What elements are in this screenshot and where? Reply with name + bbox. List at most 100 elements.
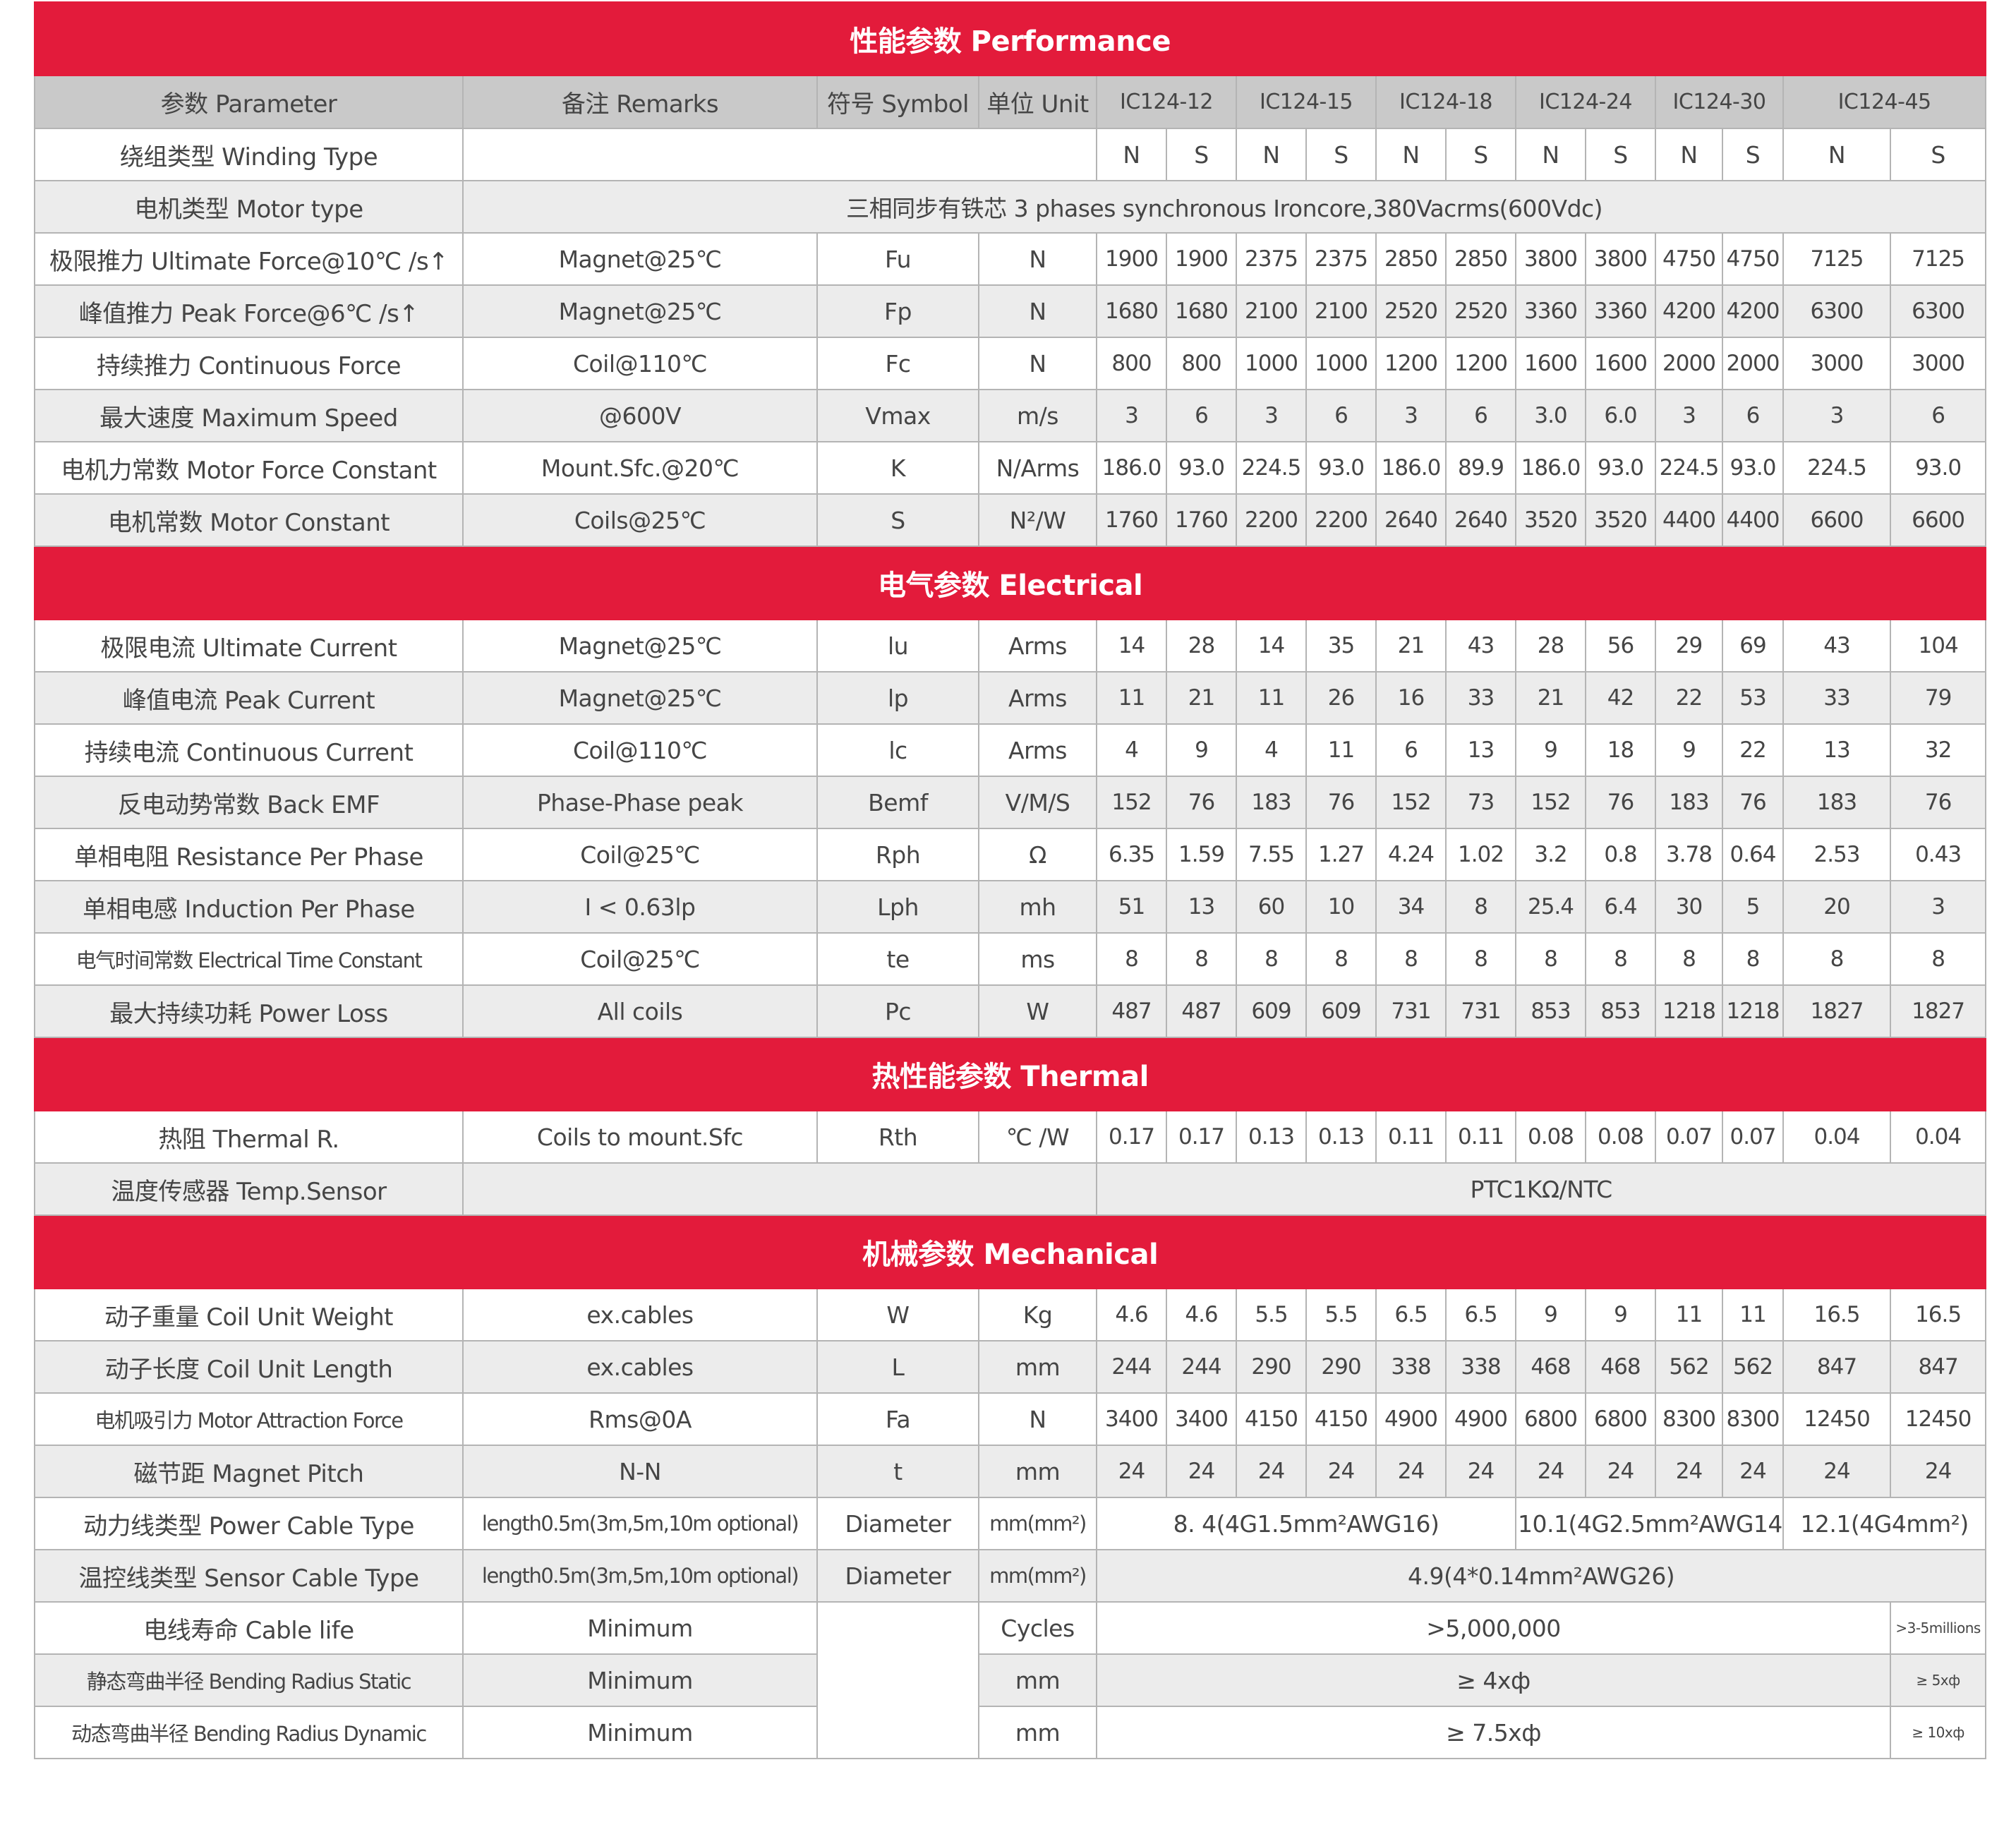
value-cell: 10 bbox=[1305, 880, 1377, 934]
value-cell: 4900 bbox=[1445, 1392, 1516, 1446]
table-row: 单相电阻 Resistance Per Phase Coil@25℃ Rph Ω 6.3… bbox=[34, 828, 1987, 881]
value-cell: 8 bbox=[1782, 932, 1891, 986]
value-cell: 9 bbox=[1515, 723, 1586, 777]
value-cell: 8 bbox=[1096, 932, 1167, 986]
value-cell: 2640 bbox=[1445, 493, 1516, 547]
value-cell: mm bbox=[978, 1706, 1097, 1759]
value-cell: Minimum bbox=[462, 1653, 818, 1707]
symbol-cell: lp bbox=[816, 671, 979, 725]
value-cell: 8 bbox=[1445, 932, 1516, 986]
value-cell: 8 bbox=[1236, 932, 1307, 986]
remarks-cell: ex.cables bbox=[462, 1288, 818, 1341]
value-cell: 24 bbox=[1655, 1445, 1723, 1498]
value-cell: N bbox=[1236, 128, 1307, 181]
value-cell: mm bbox=[978, 1653, 1097, 1707]
value-cell: 2000 bbox=[1722, 337, 1784, 390]
value-cell: S bbox=[1585, 128, 1656, 181]
value-cell: 3.2 bbox=[1515, 828, 1586, 881]
symbol-cell: Lph bbox=[816, 880, 979, 934]
parameter-cell: 单相电感 Induction Per Phase bbox=[34, 880, 464, 934]
parameter-cell: 电机力常数 Motor Force Constant bbox=[34, 441, 464, 495]
parameter-cell: 持续电流 Continuous Current bbox=[34, 723, 464, 777]
parameter-cell: 极限电流 Ultimate Current bbox=[34, 619, 464, 673]
unit-cell: Ω bbox=[978, 828, 1097, 881]
value-cell: 7.55 bbox=[1236, 828, 1307, 881]
parameter-cell: 最大持续功耗 Power Loss bbox=[34, 984, 464, 1038]
value-cell bbox=[462, 1162, 1097, 1216]
table-row: 反电动势常数 Back EMF Phase-Phase peak Bemf V/M/S… bbox=[34, 776, 1987, 829]
value-cell: 3 bbox=[1236, 389, 1307, 442]
value-cell: 16.5 bbox=[1889, 1288, 1987, 1341]
value-cell: 6 bbox=[1889, 389, 1987, 442]
section-header-row: 电气参数 Electrical bbox=[33, 545, 1987, 620]
value-cell: mm(mm²) bbox=[978, 1549, 1097, 1603]
value-cell: 8 bbox=[1445, 880, 1516, 934]
symbol-cell: Vmax bbox=[816, 389, 979, 442]
parameter-cell: 电机常数 Motor Constant bbox=[34, 493, 464, 547]
value-cell: 8. 4(4G1.5mm²AWG16) bbox=[1096, 1497, 1516, 1550]
value-cell: 8 bbox=[1655, 932, 1723, 986]
value-cell: 1600 bbox=[1585, 337, 1656, 390]
unit-cell: mh bbox=[978, 880, 1097, 934]
symbol-cell: t bbox=[816, 1445, 979, 1498]
value-cell: 0.11 bbox=[1375, 1110, 1447, 1164]
model-header: IC124-12 bbox=[1096, 75, 1237, 129]
value-cell: 4200 bbox=[1722, 284, 1784, 338]
section-header-row: 机械参数 Mechanical bbox=[33, 1214, 1987, 1289]
value-cell: 9 bbox=[1585, 1288, 1656, 1341]
remarks-cell: Magnet@25℃ bbox=[462, 619, 818, 673]
value-cell: 6.5 bbox=[1445, 1288, 1516, 1341]
parameter-cell: 静态弯曲半径 Bending Radius Static bbox=[34, 1653, 464, 1707]
value-cell: 7125 bbox=[1782, 232, 1891, 286]
value-cell: 93.0 bbox=[1166, 441, 1237, 495]
value-cell: ≥ 5xф bbox=[1889, 1653, 1987, 1707]
value-cell: 3400 bbox=[1166, 1392, 1237, 1446]
parameter-cell: 电机吸引力 Motor Attraction Force bbox=[34, 1392, 464, 1446]
value-cell: 2100 bbox=[1236, 284, 1307, 338]
remarks-cell: Magnet@25℃ bbox=[462, 232, 818, 286]
value-cell: 24 bbox=[1236, 1445, 1307, 1498]
value-cell: 224.5 bbox=[1782, 441, 1891, 495]
parameter-cell: 动子重量 Coil Unit Weight bbox=[34, 1288, 464, 1341]
value-cell: 33 bbox=[1782, 671, 1891, 725]
table-row: 电气时间常数 Electrical Time Constant Coil@25℃ t… bbox=[34, 932, 1987, 986]
table-row: 持续电流 Continuous Current Coil@110℃ lc Arms 4 9… bbox=[34, 723, 1987, 777]
value-cell: 24 bbox=[1889, 1445, 1987, 1498]
value-cell: ≥ 10xф bbox=[1889, 1706, 1987, 1759]
value-cell: 79 bbox=[1889, 671, 1987, 725]
value-cell: 1900 bbox=[1166, 232, 1237, 286]
value-cell: 51 bbox=[1096, 880, 1167, 934]
value-cell: 6300 bbox=[1889, 284, 1987, 338]
value-cell: 0.8 bbox=[1585, 828, 1656, 881]
value-cell: 28 bbox=[1515, 619, 1586, 673]
value-cell: 290 bbox=[1236, 1340, 1307, 1394]
value-cell: 3.0 bbox=[1515, 389, 1586, 442]
value-cell: 6800 bbox=[1515, 1392, 1586, 1446]
value-cell: 3 bbox=[1655, 389, 1723, 442]
symbol-cell: K bbox=[816, 441, 979, 495]
value-cell: 18 bbox=[1585, 723, 1656, 777]
value-cell: S bbox=[1722, 128, 1784, 181]
value-cell: 2640 bbox=[1375, 493, 1447, 547]
value-cell: 6 bbox=[1375, 723, 1447, 777]
value-cell: 487 bbox=[1166, 984, 1237, 1038]
parameter-cell: 峰值电流 Peak Current bbox=[34, 671, 464, 725]
value-cell: 3400 bbox=[1096, 1392, 1167, 1446]
value-cell: N bbox=[1096, 128, 1167, 181]
value-cell: 1.27 bbox=[1305, 828, 1377, 881]
value-cell: 562 bbox=[1722, 1340, 1784, 1394]
value-cell: 93.0 bbox=[1305, 441, 1377, 495]
value-cell: 6600 bbox=[1782, 493, 1891, 547]
value-cell: 0.08 bbox=[1515, 1110, 1586, 1164]
value-cell: 21 bbox=[1166, 671, 1237, 725]
value-cell: 2200 bbox=[1236, 493, 1307, 547]
table-row: 电线寿命 Cable life Minimum Cycles >5,000,000 >3… bbox=[34, 1601, 1987, 1759]
value-cell: 4200 bbox=[1655, 284, 1723, 338]
value-cell: 16 bbox=[1375, 671, 1447, 725]
symbol-cell: Fu bbox=[816, 232, 979, 286]
value-cell: 731 bbox=[1445, 984, 1516, 1038]
value-cell: 731 bbox=[1375, 984, 1447, 1038]
value-cell: 1827 bbox=[1889, 984, 1987, 1038]
value-cell: 2000 bbox=[1655, 337, 1723, 390]
value-cell: 5.5 bbox=[1305, 1288, 1377, 1341]
